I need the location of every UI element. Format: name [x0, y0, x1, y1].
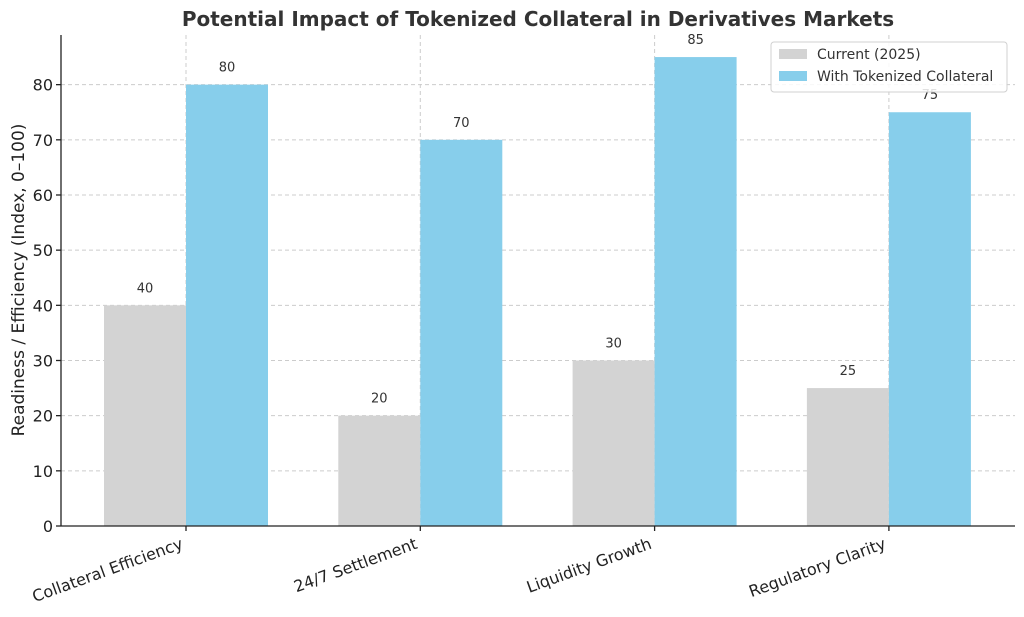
x-tick-label: Liquidity Growth	[524, 534, 654, 597]
bar	[654, 57, 737, 527]
y-tick-label: 10	[33, 462, 53, 481]
bar	[888, 112, 971, 526]
data-label: 85	[687, 33, 704, 48]
chart-title: Potential Impact of Tokenized Collateral…	[182, 7, 894, 31]
legend-label: With Tokenized Collateral	[817, 69, 993, 85]
data-label: 20	[371, 392, 388, 407]
legend-swatch	[779, 71, 807, 81]
bar	[186, 84, 268, 527]
x-tick-label: 24/7 Settlement	[291, 534, 419, 596]
legend: Current (2025) With Tokenized Collateral	[770, 41, 1008, 93]
x-tick-label: Collateral Efficiency	[30, 534, 186, 606]
data-label: 25	[840, 364, 857, 379]
y-tick-label: 70	[33, 131, 53, 150]
y-tick-label: 60	[33, 186, 53, 205]
data-label: 40	[137, 281, 154, 296]
data-label: 30	[605, 336, 622, 351]
bar	[338, 415, 421, 526]
legend-swatch	[779, 49, 807, 59]
x-tick-label: Regulatory Clarity	[746, 534, 888, 601]
y-axis-label: Readiness / Efficiency (Index, 0–100)	[9, 124, 29, 437]
bar	[104, 305, 186, 526]
bar	[572, 360, 655, 526]
bar	[420, 139, 503, 526]
y-tick-label: 20	[33, 407, 53, 426]
y-tick-label: 80	[33, 76, 53, 95]
y-tick-label: 30	[33, 351, 53, 370]
data-label: 70	[453, 116, 470, 131]
bar	[806, 388, 889, 526]
data-label: 80	[219, 61, 236, 76]
bars	[104, 57, 971, 527]
y-tick-label: 40	[33, 296, 53, 315]
y-tick-label: 0	[43, 517, 53, 536]
legend-box	[770, 41, 1008, 93]
legend-label: Current (2025)	[817, 47, 921, 63]
y-tick-label: 50	[33, 241, 53, 260]
